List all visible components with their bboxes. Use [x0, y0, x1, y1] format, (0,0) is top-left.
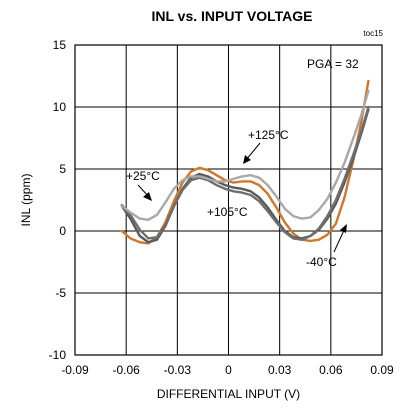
- y-tick-label: -10: [49, 348, 67, 362]
- annotation-m40c-arrowhead: [340, 224, 347, 233]
- series-line-plusminus-125c: [120, 89, 370, 222]
- annotation-m40c-text: -40°C: [306, 255, 337, 269]
- x-tick-label: -0.03: [164, 363, 192, 377]
- chart-title: INL vs. INPUT VOLTAGE: [151, 8, 312, 24]
- y-tick-label: 0: [59, 224, 66, 238]
- pga-label: PGA = 32: [307, 57, 359, 71]
- annotation-125c-leader: [245, 142, 261, 161]
- x-axis-label: DIFFERENTIAL INPUT (V): [157, 387, 300, 401]
- annotation-m40c-leader: [333, 227, 346, 253]
- x-tick-label: 0.03: [268, 363, 292, 377]
- x-tick-label: -0.06: [112, 363, 140, 377]
- annotation-m40c: -40°C: [306, 224, 347, 269]
- series-group: [120, 79, 370, 245]
- x-tick-labels: -0.09 -0.06 -0.03 0 0.03 0.06 0.09: [61, 363, 394, 377]
- annotation-105c-text: +105°C: [207, 205, 248, 219]
- y-tick-label: 15: [53, 38, 67, 52]
- x-tick-label: -0.09: [61, 363, 89, 377]
- chart-tag: toc15: [363, 29, 383, 38]
- y-tick-labels: -10 -5 0 5 10 15: [49, 38, 67, 362]
- annotation-125c: +125°C: [243, 128, 289, 164]
- x-tick-label: 0.06: [319, 363, 343, 377]
- series-line-plusminus-105c: [120, 105, 370, 241]
- annotation-125c-arrowhead: [243, 155, 251, 164]
- y-axis-label: INL (ppm): [19, 174, 33, 227]
- plot-frame: [74, 44, 383, 356]
- y-tick-label: 10: [53, 100, 67, 114]
- y-tick-label: -5: [55, 286, 66, 300]
- annotation-25c-arrowhead: [143, 192, 152, 201]
- x-tick-label: 0.09: [370, 363, 394, 377]
- x-tick-label: 0: [225, 363, 232, 377]
- y-tick-label: 5: [59, 162, 66, 176]
- annotation-125c-text: +125°C: [248, 128, 289, 142]
- annotation-25c: +25°C: [126, 169, 160, 201]
- annotation-25c-text: +25°C: [126, 169, 160, 183]
